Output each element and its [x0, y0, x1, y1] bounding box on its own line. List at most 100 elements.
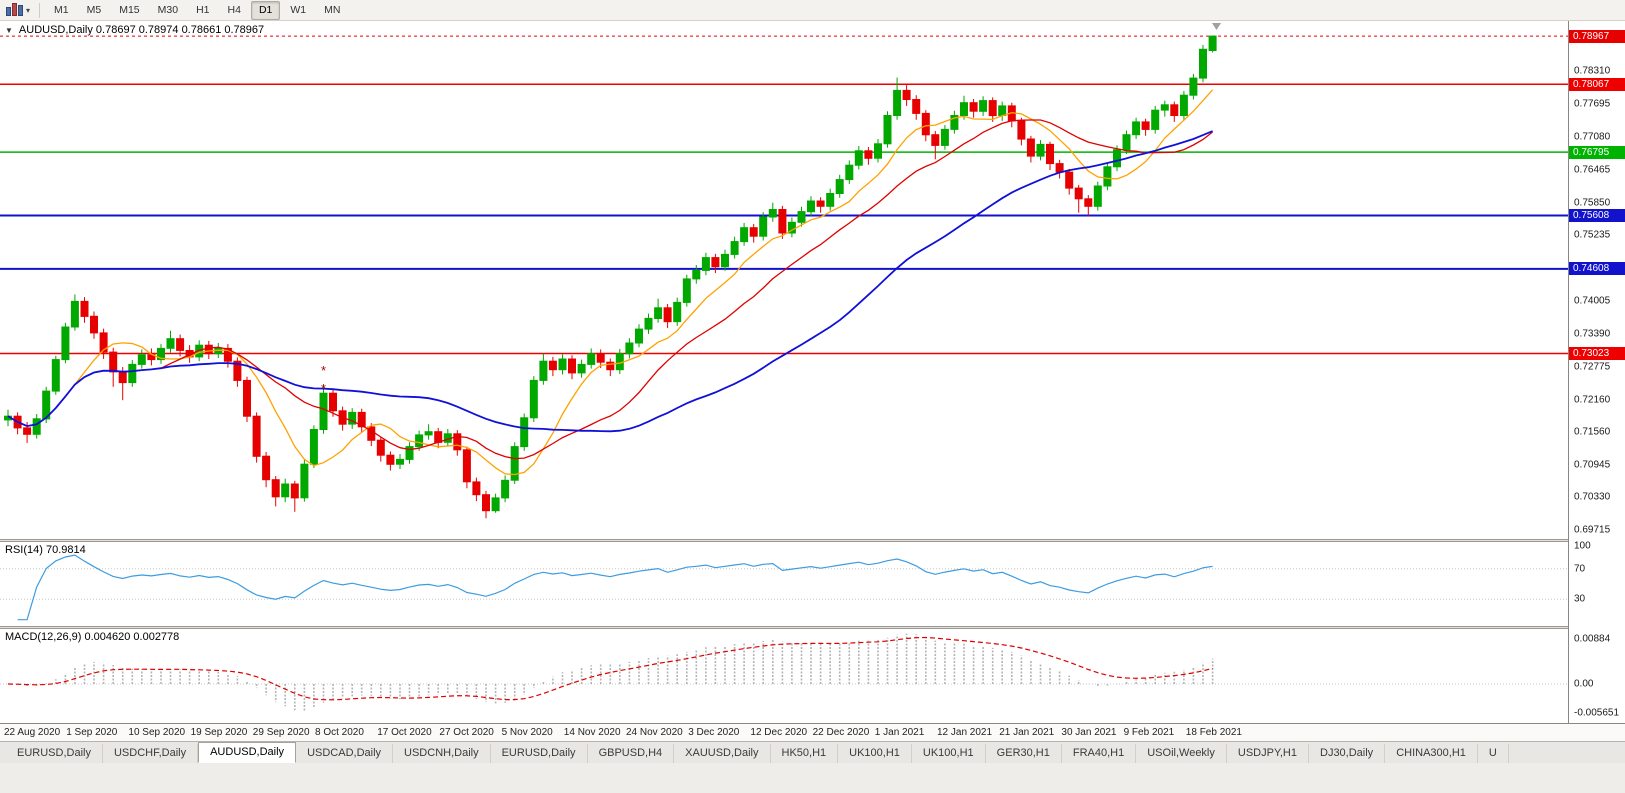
- toolbar-separator: [39, 2, 41, 18]
- date-label: 12 Jan 2021: [937, 727, 993, 738]
- price-tick: 0.70330: [1574, 491, 1611, 503]
- date-label: 8 Oct 2020: [315, 727, 364, 738]
- chart-tab-fra40-h1[interactable]: FRA40,H1: [1062, 744, 1137, 763]
- timeframe-button-mn[interactable]: MN: [324, 4, 341, 16]
- level-price-label: 0.74608: [1569, 262, 1625, 276]
- date-label: 14 Nov 2020: [563, 727, 621, 738]
- price-tick: 0.75850: [1574, 197, 1611, 209]
- chart-tab-eurusd-daily[interactable]: EURUSD,Daily: [6, 744, 103, 763]
- macd-tick: 0.00884: [1574, 633, 1611, 645]
- chart-tab-china300-h1[interactable]: CHINA300,H1: [1385, 744, 1478, 763]
- timeframe-button-h4[interactable]: H4: [227, 4, 241, 16]
- chart-tab-uk100-h1[interactable]: UK100,H1: [838, 744, 912, 763]
- timeframe-button-m15[interactable]: M15: [119, 4, 140, 16]
- chart-tab-audusd-daily[interactable]: AUDUSD,Daily: [198, 742, 297, 763]
- macd-label: MACD(12,26,9) 0.004620 0.002778: [5, 631, 180, 643]
- timeframe-button-w1[interactable]: W1: [290, 4, 307, 16]
- chart-tab-xauusd-daily[interactable]: XAUUSD,Daily: [674, 744, 771, 763]
- rsi-tick: 70: [1574, 563, 1586, 575]
- date-label: 22 Aug 2020: [4, 727, 61, 738]
- chart-tab-usdcnh-daily[interactable]: USDCNH,Daily: [393, 744, 491, 763]
- timeframe-toolbar: ▾ M1 M5 M15 M30 H1 H4 D1 W1 MN: [0, 0, 1625, 21]
- chart-tab-eurusd-daily[interactable]: EURUSD,Daily: [491, 744, 588, 763]
- chart-tab-usoil-weekly[interactable]: USOil,Weekly: [1136, 744, 1227, 763]
- candlestick-chart-canvas[interactable]: **: [0, 21, 1568, 539]
- date-label: 12 Dec 2020: [750, 727, 808, 738]
- date-label: 9 Feb 2021: [1123, 727, 1175, 738]
- rsi-tick: 30: [1574, 593, 1586, 605]
- price-tick: 0.77695: [1574, 98, 1611, 110]
- price-tick: 0.78310: [1574, 65, 1611, 77]
- rsi-label: RSI(14) 70.9814: [5, 544, 86, 556]
- date-label: 3 Dec 2020: [688, 727, 740, 738]
- panel-splitter[interactable]: [0, 626, 1625, 629]
- level-price-label: 0.76795: [1569, 145, 1625, 159]
- chart-tab-hk50-h1[interactable]: HK50,H1: [771, 744, 839, 763]
- chart-header: ▼ AUDUSD,Daily 0.78697 0.78974 0.78661 0…: [5, 24, 264, 36]
- timeframe-button-d1[interactable]: D1: [250, 0, 281, 20]
- one-click-trading-arrow[interactable]: ▼: [5, 25, 13, 35]
- ma-line-17: [7, 119, 1214, 460]
- chart-tab-ger30-h1[interactable]: GER30,H1: [986, 744, 1062, 763]
- price-tick: 0.76465: [1574, 164, 1611, 176]
- macd-chart-canvas[interactable]: [0, 629, 1568, 723]
- price-axis[interactable]: 0.78310 0.77695 0.77080 0.76465 0.75850 0.752…: [1568, 21, 1625, 723]
- chart-tab-u[interactable]: U: [1478, 744, 1509, 763]
- rsi-line: [17, 554, 1213, 621]
- date-label: 17 Oct 2020: [377, 727, 432, 738]
- chart-tabs: EURUSD,Daily USDCHF,Daily AUDUSD,Daily USDC…: [0, 741, 1625, 763]
- rsi-tick: 100: [1574, 540, 1591, 552]
- current-price-label: 0.78967: [1569, 29, 1625, 43]
- chart-annotation: *: [321, 363, 326, 378]
- chart-tab-usdchf-daily[interactable]: USDCHF,Daily: [103, 744, 199, 763]
- macd-panel[interactable]: MACD(12,26,9) 0.004620 0.002778: [0, 629, 1568, 723]
- timeframe-button-m5[interactable]: M5: [86, 4, 102, 16]
- level-price-label: 0.78067: [1569, 77, 1625, 91]
- price-tick: 0.75235: [1574, 229, 1611, 241]
- macd-signal-line: [7, 636, 1213, 701]
- chart-tab-usdjpy-h1[interactable]: USDJPY,H1: [1227, 744, 1309, 763]
- date-label: 30 Jan 2021: [1061, 727, 1117, 738]
- chart-tab-uk100-h1[interactable]: UK100,H1: [912, 744, 986, 763]
- chart-title: AUDUSD,Daily 0.78697 0.78974 0.78661 0.7…: [18, 24, 265, 36]
- status-bar: [0, 763, 1625, 793]
- timeframe-button-h1[interactable]: H1: [196, 4, 210, 16]
- rsi-panel[interactable]: RSI(14) 70.9814: [0, 542, 1568, 626]
- price-tick: 0.71560: [1574, 426, 1611, 438]
- chart-annotation: *: [321, 381, 326, 396]
- ma-line-8: [7, 89, 1214, 476]
- candlestick-chart-icon[interactable]: [6, 3, 23, 16]
- date-label: 27 Oct 2020: [439, 727, 494, 738]
- date-label: 10 Sep 2020: [128, 727, 186, 738]
- timeframe-button-m1[interactable]: M1: [54, 4, 69, 16]
- chart-tab-gbpusd-h4[interactable]: GBPUSD,H4: [588, 744, 675, 763]
- macd-tick: -0.005651: [1574, 707, 1620, 719]
- chart-area[interactable]: * * ▼ AUDUSD,Daily 0.78697 0.78974 0.7866…: [0, 21, 1625, 723]
- chart-shift-marker: [1212, 23, 1221, 30]
- macd-histogram: [16, 633, 1214, 711]
- level-price-label: 0.73023: [1569, 347, 1625, 360]
- rsi-chart-canvas[interactable]: [0, 542, 1568, 626]
- chart-type-dropdown-caret[interactable]: ▾: [26, 5, 31, 15]
- date-label: 1 Sep 2020: [66, 727, 118, 738]
- macd-tick: 0.00: [1574, 678, 1594, 690]
- date-label: 29 Sep 2020: [252, 727, 310, 738]
- price-tick: 0.77080: [1574, 131, 1611, 143]
- panel-splitter[interactable]: [0, 539, 1625, 542]
- price-tick: 0.72160: [1574, 394, 1611, 406]
- date-label: 24 Nov 2020: [626, 727, 683, 738]
- time-axis[interactable]: 22 Aug 2020 1 Sep 2020 10 Sep 2020 19 Sep 2…: [0, 723, 1625, 741]
- chart-tab-usdcad-daily[interactable]: USDCAD,Daily: [296, 744, 394, 763]
- price-tick: 0.70945: [1574, 459, 1611, 470]
- ma-line-40: [7, 130, 1213, 433]
- date-label: 19 Sep 2020: [190, 727, 248, 738]
- main-price-panel[interactable]: * * ▼ AUDUSD,Daily 0.78697 0.78974 0.7866…: [0, 21, 1568, 539]
- level-price-label: 0.75608: [1569, 209, 1625, 222]
- price-tick: 0.74005: [1574, 295, 1611, 307]
- timeframe-button-m30[interactable]: M30: [157, 4, 179, 16]
- price-tick: 0.72775: [1574, 361, 1611, 373]
- date-label: 18 Feb 2021: [1185, 727, 1242, 738]
- chart-tab-dj30-daily[interactable]: DJ30,Daily: [1309, 744, 1386, 763]
- candles-layer: [4, 35, 1217, 519]
